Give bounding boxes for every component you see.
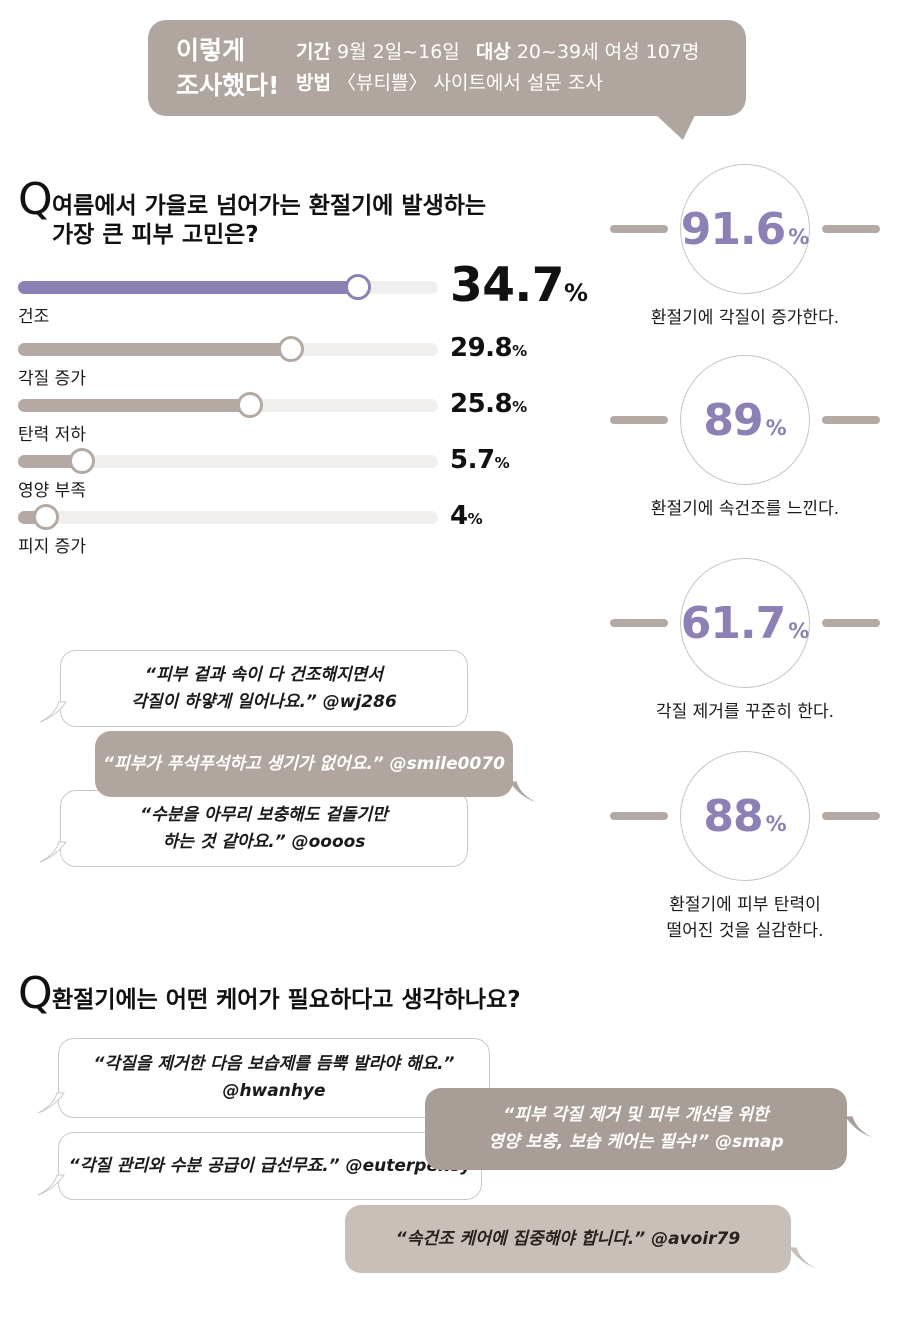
target-value: 20~39세 여성 107명: [516, 41, 700, 63]
quote-text: “각질을 제거한 다음 보습제를 듬뿍 발라야 해요.”: [93, 1054, 455, 1074]
decorative-line: [822, 812, 880, 820]
bar-row-sebum: 피지 증가: [18, 504, 456, 557]
survey-method-banner: 이렇게 조사했다! 기간 9월 2일~16일 대상 20~39세 여성 107명…: [148, 20, 746, 116]
quote-text: “각질 관리와 수분 공급이 급선무죠.” @euterpekey: [68, 1155, 472, 1176]
decorative-line: [610, 225, 668, 233]
speech-tail: [39, 701, 67, 723]
decorative-line: [822, 619, 880, 627]
period-value: 9월 2일~16일: [337, 41, 460, 63]
banner-title-line2: 조사했다!: [176, 71, 280, 100]
bar-label: 건조: [18, 307, 50, 327]
speech-tail: [39, 841, 67, 863]
period-label: 기간: [296, 41, 331, 63]
quote-text: “속건조 케어에 집중해야 합니다.” @avoir79: [395, 1228, 741, 1249]
quote-bubble-avoir79: “속건조 케어에 집중해야 합니다.” @avoir79: [345, 1205, 817, 1273]
stat-circle: 88%: [680, 751, 810, 881]
bar-label: 영양 부족: [18, 481, 86, 501]
bar-value: 34.7%: [450, 258, 588, 313]
decorative-line: [610, 416, 668, 424]
quote-handle: @hwanhye: [222, 1081, 326, 1101]
bar-value: 4%: [450, 501, 483, 531]
bar-label: 피지 증가: [18, 537, 86, 557]
bar-row-elasticity: 탄력 저하: [18, 392, 456, 445]
q2-question: 환절기에는 어떤 케어가 필요하다고 생각하나요?: [52, 987, 521, 1013]
quote-bubble-smap: “피부 각질 제거 및 피부 개선을 위한 영양 보충, 보습 케어는 필수!”…: [425, 1088, 873, 1170]
decorative-line: [822, 416, 880, 424]
banner-tail: [654, 113, 696, 140]
speech-tail: [37, 1174, 65, 1196]
q2-mark: Q: [18, 968, 53, 1019]
banner-title: 이렇게 조사했다!: [176, 33, 279, 103]
slider-thumb-icon: [237, 392, 263, 418]
stat-caption: 각질 제거를 꾸준히 한다.: [655, 702, 834, 722]
bar-row-flaking: 각질 증가: [18, 336, 456, 389]
stat-caption: 환절기에 각질이 증가한다.: [650, 308, 840, 328]
quote-bubble-wj286: “피부 겉과 속이 다 건조해지면서 각질이 하얗게 일어나요.” @wj286: [39, 650, 468, 727]
quote-text: 하는 것 같아요.” @oooos: [162, 831, 366, 852]
decorative-line: [610, 619, 668, 627]
slider-thumb-icon: [69, 448, 95, 474]
bar-label: 각질 증가: [18, 369, 86, 389]
bar-value: 25.8%: [450, 389, 527, 419]
stat-circle: 61.7%: [680, 558, 810, 688]
slider-track: [18, 511, 438, 524]
quote-text: 영양 보충, 보습 케어는 필수!” @smap: [488, 1132, 784, 1152]
slider-track: [18, 455, 438, 468]
stat-caption: 환절기에 속건조를 느낀다.: [650, 499, 840, 519]
q1-question-line2: 가장 큰 피부 고민은?: [52, 222, 259, 248]
stat-elasticity-loss: 88% 환절기에 피부 탄력이 떨어진 것을 실감한다.: [608, 751, 882, 944]
survey-period-line: 기간 9월 2일~16일 대상 20~39세 여성 107명: [296, 37, 699, 68]
speech-tail: [509, 781, 537, 803]
quote-bubble-euterpekey: “각질 관리와 수분 공급이 급선무죠.” @euterpekey: [37, 1132, 482, 1200]
bar-value: 5.7%: [450, 445, 510, 475]
stat-inner-dryness: 89% 환절기에 속건조를 느낀다.: [608, 355, 882, 522]
speech-tail: [37, 1092, 65, 1114]
bar-row-dryness: 건조: [18, 274, 456, 327]
bar-row-nutrition: 영양 부족: [18, 448, 456, 501]
slider-fill: [18, 399, 250, 412]
slider-thumb-icon: [345, 274, 371, 300]
speech-tail: [789, 1247, 817, 1269]
method-value: 〈뷰티쁠〉 사이트에서 설문 조사: [337, 72, 603, 94]
quote-bubble-oooos: “수분을 아무리 보충해도 겉돌기만 하는 것 같아요.” @oooos: [39, 790, 468, 867]
q1-question-line1: 여름에서 가을로 넘어가는 환절기에 발생하는: [52, 193, 487, 219]
bar-value: 29.8%: [450, 333, 527, 363]
bar-label: 탄력 저하: [18, 425, 86, 445]
quote-bubble-smile0070: “피부가 푸석푸석하고 생기가 없어요.” @smile0070: [95, 731, 537, 803]
slider-thumb-icon: [33, 504, 59, 530]
speech-tail: [845, 1116, 873, 1138]
slider-fill: [18, 455, 82, 468]
quote-bubble-hwanhye: “각질을 제거한 다음 보습제를 듬뿍 발라야 해요.” @hwanhye: [37, 1038, 490, 1118]
method-label: 방법: [296, 72, 331, 94]
stat-circle: 91.6%: [680, 164, 810, 294]
slider-thumb-icon: [278, 336, 304, 362]
stat-circle: 89%: [680, 355, 810, 485]
q1-question: 여름에서 가을로 넘어가는 환절기에 발생하는 가장 큰 피부 고민은?: [52, 192, 486, 250]
slider-fill: [18, 343, 291, 356]
survey-method-details: 기간 9월 2일~16일 대상 20~39세 여성 107명 방법 〈뷰티쁠〉 …: [296, 37, 699, 99]
stat-exfoliation-routine: 61.7% 각질 제거를 꾸준히 한다.: [608, 558, 882, 725]
quote-text: “수분을 아무리 보충해도 겉돌기만: [140, 804, 388, 825]
stat-caption: 환절기에 피부 탄력이 떨어진 것을 실감한다.: [666, 895, 824, 941]
quote-text: “피부가 푸석푸석하고 생기가 없어요.” @smile0070: [103, 753, 505, 774]
quote-text: “피부 각질 제거 및 피부 개선을 위한: [503, 1105, 769, 1125]
quote-text: “피부 겉과 속이 다 건조해지면서: [145, 664, 383, 685]
q1-mark: Q: [18, 174, 53, 225]
slider-fill: [18, 281, 358, 294]
quote-text: 각질이 하얗게 일어나요.” @wj286: [131, 691, 397, 712]
banner-title-line1: 이렇게: [176, 36, 246, 65]
survey-method-line: 방법 〈뷰티쁠〉 사이트에서 설문 조사: [296, 68, 699, 99]
target-label: 대상: [475, 41, 511, 63]
decorative-line: [822, 225, 880, 233]
stat-flaking-increase: 91.6% 환절기에 각질이 증가한다.: [608, 164, 882, 331]
decorative-line: [610, 812, 668, 820]
